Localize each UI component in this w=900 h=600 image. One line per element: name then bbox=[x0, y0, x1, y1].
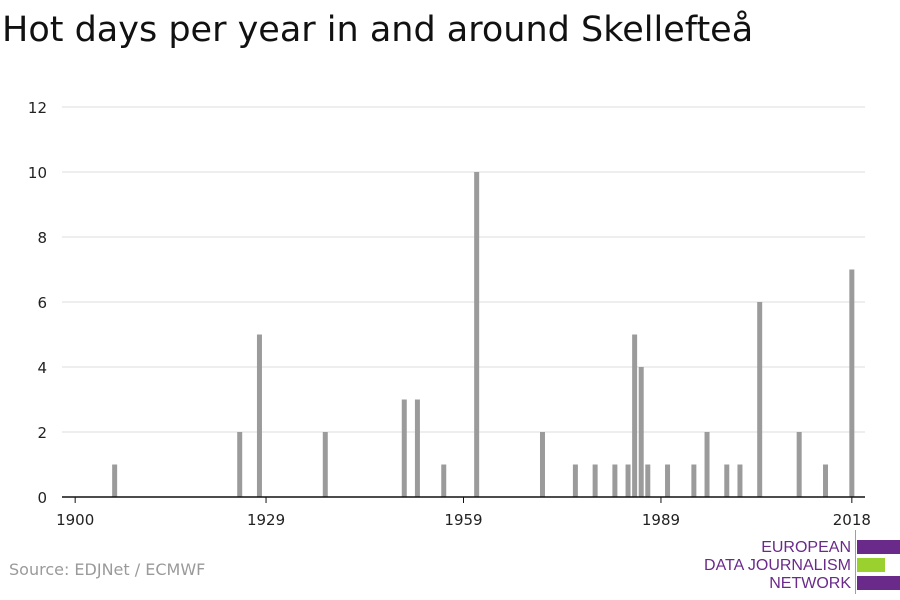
bar bbox=[237, 432, 243, 497]
y-tick-label: 4 bbox=[37, 359, 47, 377]
bar bbox=[691, 464, 697, 497]
y-tick-label: 6 bbox=[37, 294, 47, 312]
bar bbox=[474, 172, 480, 497]
bar bbox=[592, 464, 598, 497]
bar bbox=[796, 432, 802, 497]
logo-bar-purple-top bbox=[857, 540, 900, 554]
bar bbox=[757, 302, 763, 497]
bar bbox=[645, 464, 651, 497]
y-tick-label: 8 bbox=[37, 229, 47, 247]
source-note: Source: EDJNet / ECMWF bbox=[9, 560, 206, 579]
bar bbox=[625, 464, 631, 497]
bar bbox=[112, 464, 118, 497]
logo-line-2: DATA JOURNALISM bbox=[704, 557, 851, 574]
bar bbox=[632, 334, 638, 497]
logo-line-1: EUROPEAN bbox=[761, 539, 851, 556]
bar bbox=[704, 432, 710, 497]
logo-line-3: NETWORK bbox=[769, 575, 851, 592]
bar bbox=[414, 399, 420, 497]
bar bbox=[322, 432, 328, 497]
bar bbox=[612, 464, 618, 497]
bar bbox=[849, 269, 855, 497]
edjnet-logo: EUROPEAN DATA JOURNALISM NETWORK bbox=[700, 530, 900, 594]
logo-bar-purple-bottom bbox=[857, 576, 900, 590]
x-tick-label: 1929 bbox=[247, 511, 285, 529]
chart-title: Hot days per year in and around Skelleft… bbox=[2, 10, 754, 50]
y-tick-label: 0 bbox=[37, 489, 47, 507]
y-tick-label: 12 bbox=[28, 99, 47, 117]
y-tick-label: 2 bbox=[37, 424, 47, 442]
bar bbox=[401, 399, 407, 497]
bar bbox=[572, 464, 578, 497]
x-tick-label: 1959 bbox=[444, 511, 482, 529]
bar bbox=[737, 464, 743, 497]
logo-divider bbox=[855, 530, 856, 594]
bar bbox=[823, 464, 829, 497]
x-tick-label: 2018 bbox=[833, 511, 871, 529]
logo-bar-green bbox=[857, 558, 885, 572]
bar bbox=[724, 464, 730, 497]
bar bbox=[539, 432, 545, 497]
y-tick-label: 10 bbox=[28, 164, 47, 182]
bar bbox=[665, 464, 671, 497]
x-tick-label: 1900 bbox=[56, 511, 94, 529]
bar bbox=[256, 334, 262, 497]
bar bbox=[638, 367, 644, 497]
x-tick-label: 1989 bbox=[642, 511, 680, 529]
bar bbox=[441, 464, 447, 497]
